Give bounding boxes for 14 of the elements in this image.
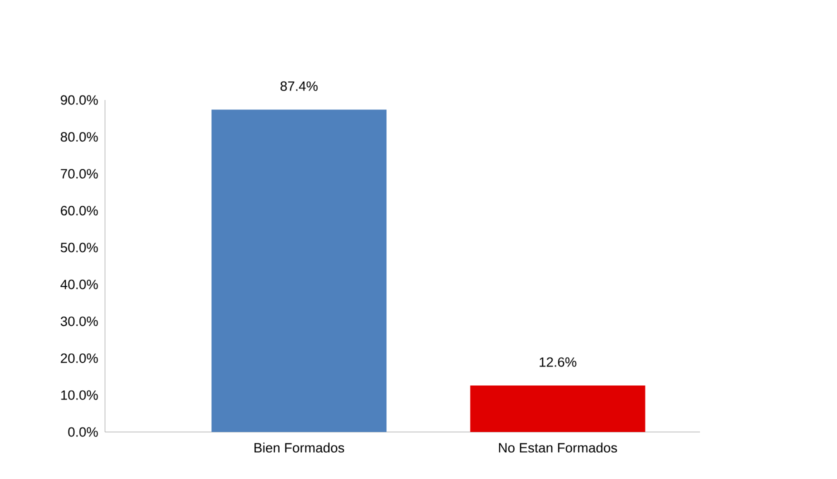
y-tick-label: 70.0% (60, 169, 98, 179)
data-label: 87.4% (280, 81, 318, 91)
y-tick-label: 90.0% (60, 95, 98, 105)
y-tick-label: 80.0% (60, 132, 98, 142)
x-tick-label: Bien Formados (254, 442, 344, 453)
y-tick-label: 40.0% (60, 280, 98, 290)
y-tick-label: 0.0% (68, 427, 98, 437)
x-tick-label: No Estan Formados (499, 442, 618, 453)
y-tick-label: 10.0% (61, 390, 98, 400)
y-tick-label: 50.0% (60, 242, 98, 252)
y-tick-label: 20.0% (60, 353, 98, 363)
y-tick-label: 30.0% (60, 316, 98, 326)
y-tick-label: 60.0% (60, 206, 98, 216)
data-label: 12.6% (540, 357, 576, 367)
